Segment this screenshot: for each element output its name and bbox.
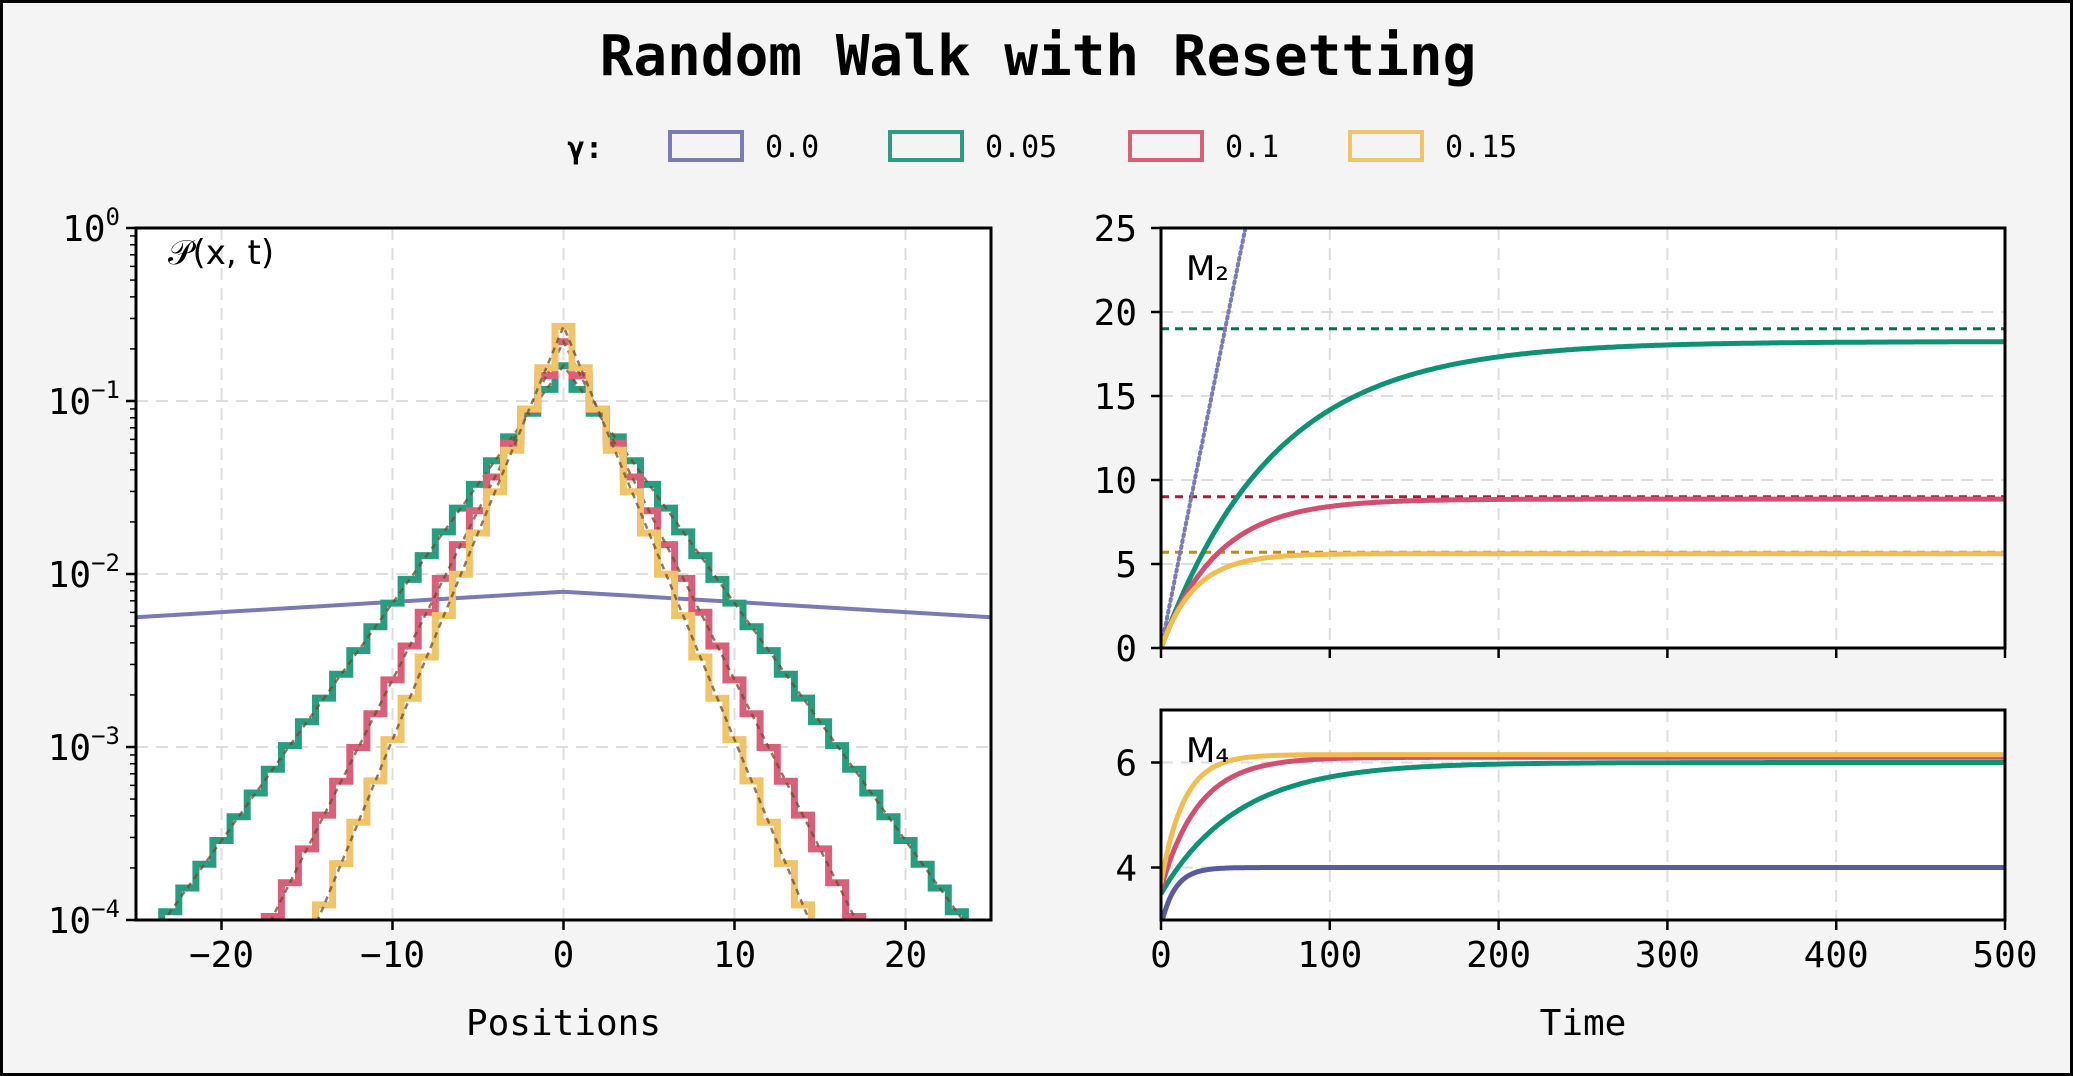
legend-entry-2: 0.1 bbox=[1225, 130, 1279, 165]
plot-frame bbox=[1159, 708, 2007, 922]
y-tick-label-5: 25 bbox=[1094, 209, 1137, 250]
legend-entry-3: 0.15 bbox=[1445, 130, 1517, 165]
panel-label-m4: M₄ bbox=[1186, 731, 1229, 771]
series-theory-0.1 bbox=[269, 339, 858, 920]
x-axis-label: Time bbox=[1540, 1003, 1627, 1044]
legend-entry-1: 0.05 bbox=[985, 130, 1057, 165]
legend-entry-0: 0.0 bbox=[765, 130, 819, 165]
x-tick-label-1: 100 bbox=[1297, 935, 1362, 976]
series-0.05 bbox=[1161, 339, 2005, 648]
y-tick-label-1: 10−3 bbox=[48, 722, 120, 769]
y-tick-label-3: 10−1 bbox=[48, 376, 120, 423]
x-tick-label-2: 200 bbox=[1466, 935, 1531, 976]
legend-swatch-2 bbox=[1128, 130, 1204, 162]
series-line-0.0 bbox=[136, 589, 991, 620]
y-tick-label-0: 0 bbox=[1115, 629, 1137, 670]
m4-panel: 0 100 200 300 400 500 4 6 Time M₄ bbox=[1115, 708, 2038, 1044]
y-tick-label-4: 20 bbox=[1094, 293, 1137, 334]
x-axis-label: Positions bbox=[466, 1003, 661, 1044]
series-0.0 bbox=[1161, 865, 2005, 920]
x-tick-label-2: 0 bbox=[553, 935, 575, 976]
series-step-0.15 bbox=[312, 322, 815, 920]
y-tick-label-4: 100 bbox=[62, 203, 120, 250]
x-tick-label-4: 20 bbox=[884, 935, 927, 976]
x-tick-label-0: −20 bbox=[189, 935, 254, 976]
x-tick-label-4: 400 bbox=[1804, 935, 1869, 976]
y-tick-label-0: 10−4 bbox=[48, 895, 120, 942]
series-0.05 bbox=[1161, 760, 2005, 896]
legend-swatch-0 bbox=[668, 130, 744, 162]
x-tick-label-1: −10 bbox=[360, 935, 425, 976]
x-tick-label-0: 0 bbox=[1150, 935, 1172, 976]
y-tick-label-1: 6 bbox=[1115, 744, 1137, 785]
series-0.15 bbox=[1161, 551, 2005, 648]
legend-swatch-3 bbox=[1348, 130, 1424, 162]
plot-area bbox=[1161, 710, 2005, 920]
series-0.1 bbox=[1161, 496, 2005, 648]
series-group bbox=[136, 322, 991, 920]
series-0.1 bbox=[1161, 754, 2005, 890]
panel-label-distribution: 𝒫(x, t) bbox=[168, 233, 274, 273]
y-tick-label-3: 15 bbox=[1094, 377, 1137, 418]
y-tick-label-2: 10 bbox=[1094, 461, 1137, 502]
distribution-panel: −20 −10 0 10 20 Positions 10−4 10−3 10−2 10−1 100 𝒫… bbox=[48, 203, 993, 1044]
series-0.0 bbox=[1161, 228, 1248, 648]
series-theory-0.05 bbox=[162, 363, 965, 920]
x-tick-label-3: 10 bbox=[713, 935, 756, 976]
chart-title: Random Walk with Resetting bbox=[600, 24, 1477, 89]
legend-swatch-1 bbox=[888, 130, 964, 162]
series-group bbox=[1161, 752, 2005, 920]
panel-label-m2: M₂ bbox=[1186, 249, 1229, 289]
series-group bbox=[1161, 228, 2005, 648]
series-0.15 bbox=[1161, 752, 2005, 884]
plot-frame bbox=[1159, 226, 2007, 650]
y-tick-label-1: 5 bbox=[1115, 545, 1137, 586]
y-tick-label-0: 4 bbox=[1115, 849, 1137, 890]
legend: γ: 0.0 0.05 0.1 0.15 bbox=[567, 130, 1517, 166]
x-tick-label-5: 500 bbox=[1972, 935, 2037, 976]
plot-area bbox=[1161, 228, 2005, 648]
y-tick-label-2: 10−2 bbox=[48, 549, 120, 596]
legend-label: γ: bbox=[567, 131, 603, 166]
x-tick-label-3: 300 bbox=[1635, 935, 1700, 976]
m2-panel: 0 5 10 15 20 25 M₂ bbox=[1094, 209, 2007, 670]
